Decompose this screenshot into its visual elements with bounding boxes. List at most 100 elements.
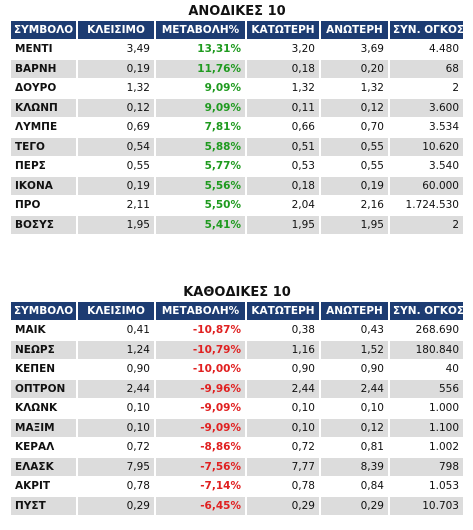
value-cell: 1.002 bbox=[390, 438, 463, 457]
value-cell: 1.053 bbox=[390, 477, 463, 496]
column-header: ΑΝΩΤΕΡΗ bbox=[321, 21, 388, 39]
symbol-cell: ΔΟΥΡΟ bbox=[11, 79, 76, 98]
value-cell: 1,32 bbox=[247, 79, 319, 98]
symbol-cell: ΚΛΩΝΠ bbox=[11, 98, 76, 117]
value-cell: 0,10 bbox=[321, 399, 388, 418]
value-cell: 0,55 bbox=[321, 137, 388, 156]
symbol-cell: ΑΚΡΙΤ bbox=[11, 477, 76, 496]
change-cell: 5,77% bbox=[156, 157, 245, 176]
change-cell: 9,09% bbox=[156, 79, 245, 98]
value-cell: 3,49 bbox=[78, 40, 154, 59]
symbol-cell: ΙΚΟΝΑ bbox=[11, 176, 76, 195]
symbol-cell: ΛΥΜΠΕ bbox=[11, 118, 76, 137]
change-cell: -7,56% bbox=[156, 457, 245, 476]
value-cell: 0,10 bbox=[78, 418, 154, 437]
gainers-section: ΑΝΟΔΙΚΕΣ 10 ΣΥΜΒΟΛΟ ΚΛΕΙΣΙΜΟ ΜΕΤΑΒΟΛΗ% ΚΑΤΩ… bbox=[11, 3, 463, 235]
value-cell: 0,29 bbox=[321, 496, 388, 515]
table-row: ΕΛΑΣΚ 7,95 -7,56% 7,77 8,39 798 bbox=[11, 457, 463, 476]
table-row: ΟΠΤΡΟΝ 2,44 -9,96% 2,44 2,44 556 bbox=[11, 379, 463, 398]
symbol-cell: ΠΥΣΤ bbox=[11, 496, 76, 515]
value-cell: 7,95 bbox=[78, 457, 154, 476]
column-header: ΚΑΤΩΤΕΡΗ bbox=[247, 302, 319, 320]
value-cell: 0,18 bbox=[247, 176, 319, 195]
value-cell: 556 bbox=[390, 379, 463, 398]
table-row: ΛΥΜΠΕ 0,69 7,81% 0,66 0,70 3.534 bbox=[11, 118, 463, 137]
value-cell: 0,29 bbox=[247, 496, 319, 515]
value-cell: 3,69 bbox=[321, 40, 388, 59]
value-cell: 0,90 bbox=[78, 360, 154, 379]
value-cell: 0,29 bbox=[78, 496, 154, 515]
change-cell: 5,56% bbox=[156, 176, 245, 195]
value-cell: 2,04 bbox=[247, 196, 319, 215]
value-cell: 1,52 bbox=[321, 340, 388, 359]
table-row: ΠΥΣΤ 0,29 -6,45% 0,29 0,29 10.703 bbox=[11, 496, 463, 515]
value-cell: 0,10 bbox=[247, 399, 319, 418]
symbol-cell: ΕΛΑΣΚ bbox=[11, 457, 76, 476]
value-cell: 1.000 bbox=[390, 399, 463, 418]
value-cell: 0,70 bbox=[321, 118, 388, 137]
value-cell: 0,55 bbox=[78, 157, 154, 176]
column-header: ΜΕΤΑΒΟΛΗ% bbox=[156, 21, 245, 39]
value-cell: 0,72 bbox=[247, 438, 319, 457]
value-cell: 3.534 bbox=[390, 118, 463, 137]
change-cell: 9,09% bbox=[156, 98, 245, 117]
value-cell: 0,38 bbox=[247, 321, 319, 340]
value-cell: 1.724.530 bbox=[390, 196, 463, 215]
losers-section: ΚΑΘΟΔΙΚΕΣ 10 ΣΥΜΒΟΛΟ ΚΛΕΙΣΙΜΟ ΜΕΤΑΒΟΛΗ% ΚΑΤ… bbox=[11, 284, 463, 516]
change-cell: 5,41% bbox=[156, 215, 245, 234]
symbol-cell: ΚΛΩΝΚ bbox=[11, 399, 76, 418]
column-header: ΚΛΕΙΣΙΜΟ bbox=[78, 302, 154, 320]
losers-table: ΣΥΜΒΟΛΟ ΚΛΕΙΣΙΜΟ ΜΕΤΑΒΟΛΗ% ΚΑΤΩΤΕΡΗ ΑΝΩΤΕΡΗ Σ… bbox=[9, 301, 465, 516]
symbol-cell: ΚΕΡΑΛ bbox=[11, 438, 76, 457]
value-cell: 180.840 bbox=[390, 340, 463, 359]
column-header: ΜΕΤΑΒΟΛΗ% bbox=[156, 302, 245, 320]
symbol-cell: ΝΕΩΡΣ bbox=[11, 340, 76, 359]
table-row: ΠΕΡΣ 0,55 5,77% 0,53 0,55 3.540 bbox=[11, 157, 463, 176]
value-cell: 0,90 bbox=[321, 360, 388, 379]
value-cell: 7,77 bbox=[247, 457, 319, 476]
change-cell: -7,14% bbox=[156, 477, 245, 496]
value-cell: 1,95 bbox=[321, 215, 388, 234]
value-cell: 3.600 bbox=[390, 98, 463, 117]
value-cell: 0,20 bbox=[321, 59, 388, 78]
table-row: ΜΑΙΚ 0,41 -10,87% 0,38 0,43 268.690 bbox=[11, 321, 463, 340]
table-row: ΒΑΡΝΗ 0,19 11,76% 0,18 0,20 68 bbox=[11, 59, 463, 78]
symbol-cell: ΤΕΓΟ bbox=[11, 137, 76, 156]
column-header: ΚΑΤΩΤΕΡΗ bbox=[247, 21, 319, 39]
table-row: ΜΑΞΙΜ 0,10 -9,09% 0,10 0,12 1.100 bbox=[11, 418, 463, 437]
value-cell: 1,24 bbox=[78, 340, 154, 359]
table-row: ΝΕΩΡΣ 1,24 -10,79% 1,16 1,52 180.840 bbox=[11, 340, 463, 359]
change-cell: 5,50% bbox=[156, 196, 245, 215]
table-row: ΔΟΥΡΟ 1,32 9,09% 1,32 1,32 2 bbox=[11, 79, 463, 98]
change-cell: -10,00% bbox=[156, 360, 245, 379]
value-cell: 0,78 bbox=[247, 477, 319, 496]
value-cell: 4.480 bbox=[390, 40, 463, 59]
losers-title: ΚΑΘΟΔΙΚΕΣ 10 bbox=[183, 285, 291, 300]
value-cell: 0,90 bbox=[247, 360, 319, 379]
value-cell: 798 bbox=[390, 457, 463, 476]
value-cell: 0,19 bbox=[321, 176, 388, 195]
value-cell: 0,11 bbox=[247, 98, 319, 117]
value-cell: 2,44 bbox=[247, 379, 319, 398]
column-header: ΑΝΩΤΕΡΗ bbox=[321, 302, 388, 320]
value-cell: 1,32 bbox=[321, 79, 388, 98]
losers-table-header: ΣΥΜΒΟΛΟ ΚΛΕΙΣΙΜΟ ΜΕΤΑΒΟΛΗ% ΚΑΤΩΤΕΡΗ ΑΝΩΤΕΡΗ Σ… bbox=[11, 302, 463, 320]
value-cell: 0,72 bbox=[78, 438, 154, 457]
change-cell: -9,09% bbox=[156, 399, 245, 418]
value-cell: 10.703 bbox=[390, 496, 463, 515]
value-cell: 268.690 bbox=[390, 321, 463, 340]
table-row: ΤΕΓΟ 0,54 5,88% 0,51 0,55 10.620 bbox=[11, 137, 463, 156]
value-cell: 0,51 bbox=[247, 137, 319, 156]
table-row: ΚΕΡΑΛ 0,72 -8,86% 0,72 0,81 1.002 bbox=[11, 438, 463, 457]
value-cell: 0,19 bbox=[78, 59, 154, 78]
table-row: ΚΛΩΝΚ 0,10 -9,09% 0,10 0,10 1.000 bbox=[11, 399, 463, 418]
value-cell: 1,16 bbox=[247, 340, 319, 359]
change-cell: 11,76% bbox=[156, 59, 245, 78]
value-cell: 0,81 bbox=[321, 438, 388, 457]
change-cell: -10,79% bbox=[156, 340, 245, 359]
value-cell: 0,84 bbox=[321, 477, 388, 496]
table-row: ΜΕΝΤΙ 3,49 13,31% 3,20 3,69 4.480 bbox=[11, 40, 463, 59]
value-cell: 1,95 bbox=[247, 215, 319, 234]
gainers-table: ΣΥΜΒΟΛΟ ΚΛΕΙΣΙΜΟ ΜΕΤΑΒΟΛΗ% ΚΑΤΩΤΕΡΗ ΑΝΩΤΕΡΗ Σ… bbox=[9, 20, 465, 235]
value-cell: 68 bbox=[390, 59, 463, 78]
